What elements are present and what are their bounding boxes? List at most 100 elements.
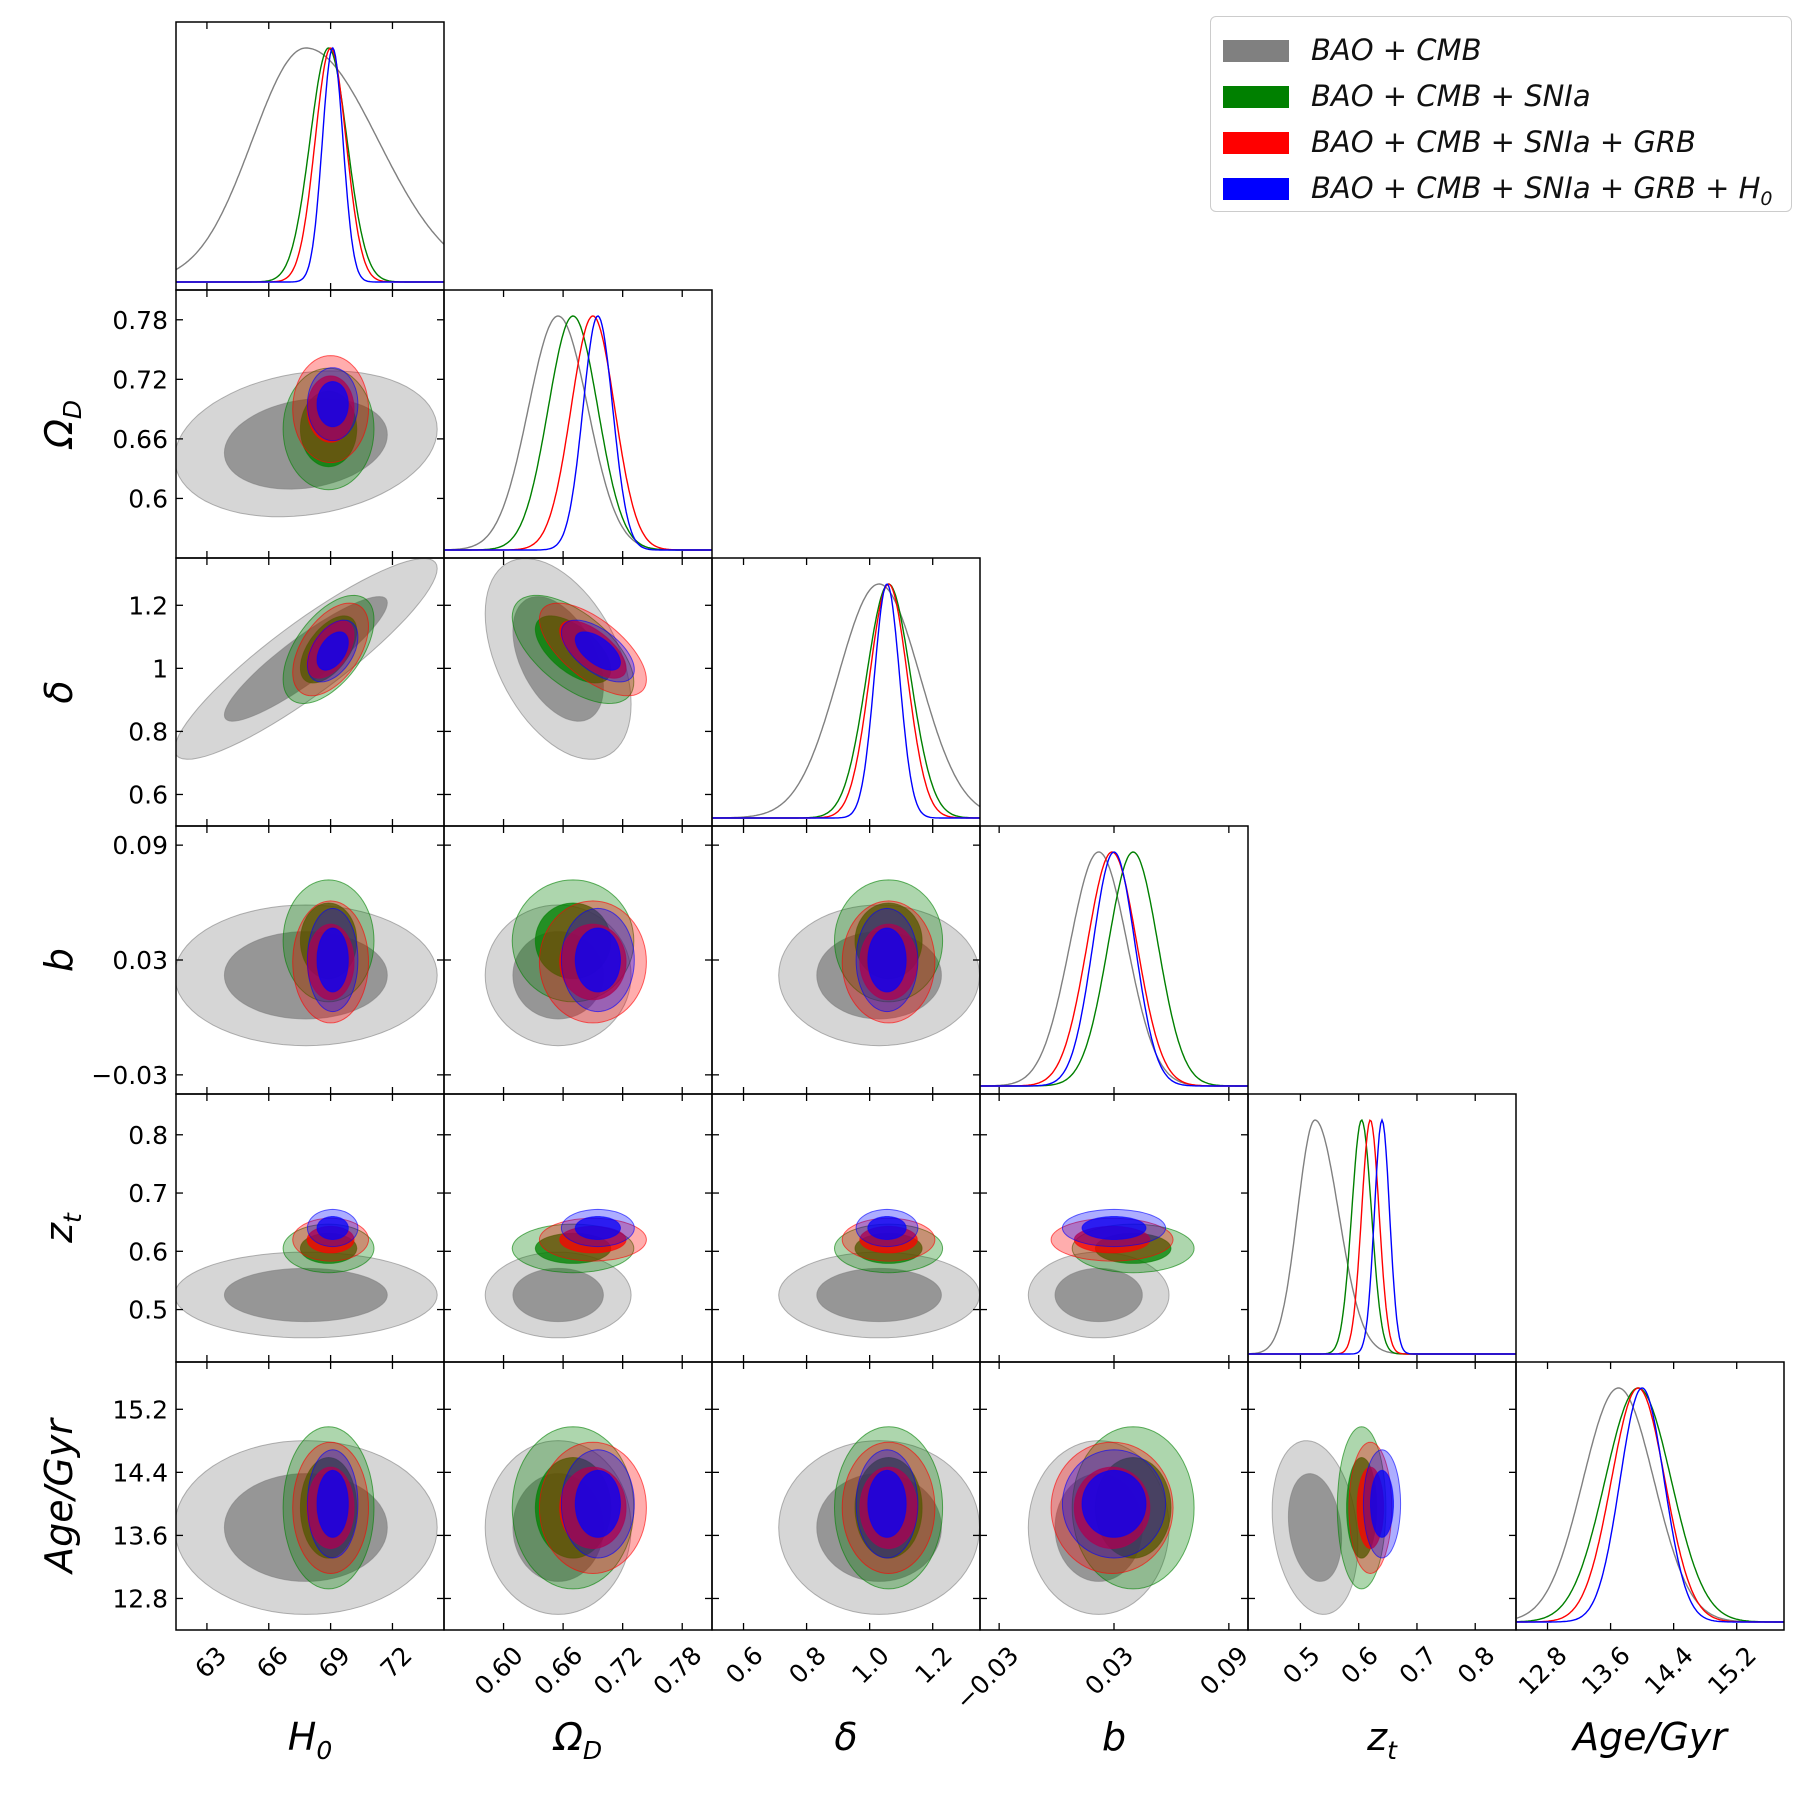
contour-panel-1-4 [443,1093,713,1363]
y-tick-label: −0.03 [91,1061,168,1090]
y-tick-label: 0.09 [112,831,168,860]
marginal-curve-3 [1248,1117,1516,1355]
legend-entry: BAO + CMB + SNIa + GRB [1211,119,1791,165]
y-tick-label: 0.6 [128,780,168,809]
contour-3-inner [316,380,349,428]
contour-3-inner [574,1469,622,1538]
contour-0-inner [1054,1267,1143,1323]
marginal-curve-3 [444,315,712,551]
y-tick-label: 1.2 [128,591,168,620]
panel-frame [979,825,1249,1095]
y-axis-title-sub: D [58,400,87,419]
y-tick-label: 0.7 [128,1179,168,1208]
contour-3-inner [867,1216,907,1240]
panel-content [444,315,712,551]
panel-content [1271,1426,1402,1615]
panel-content [484,879,647,1047]
x-tick-label: 63 [189,1641,232,1684]
diagonal-panel-3 [979,825,1249,1095]
contour-0-inner [223,1267,388,1323]
x-tick-label: 0.6 [720,1641,769,1690]
x-tick-label: 69 [313,1641,356,1684]
y-tick-label: 13.6 [112,1521,168,1550]
y-axis-title: ΩD [37,400,87,450]
panel-content [1516,1387,1784,1623]
legend-entry: BAO + CMB + SNIa [1211,73,1791,119]
legend-label: BAO + CMB + SNIa + GRB + H0 [1311,171,1773,210]
diagonal-panel-4 [1247,1093,1517,1363]
y-tick-label: 0.72 [112,365,168,394]
contour-3-inner [316,927,349,993]
panel-frame [443,289,713,559]
legend-swatch-bao-cmb-snia [1223,86,1289,108]
contour-3-inner [867,927,907,993]
x-axis-title: zt [1366,1715,1398,1765]
x-tick-label: 14.4 [1639,1641,1699,1701]
panel-content [176,1208,438,1339]
x-axis-title: b [1102,1715,1126,1759]
x-tick-label: 0.09 [1194,1641,1254,1701]
x-tick-label: 0.78 [648,1641,708,1701]
x-axis-title: H0 [288,1715,332,1765]
marginal-curve-1 [176,47,444,283]
x-tick-label: 12.8 [1513,1641,1573,1701]
marginal-curve-1 [712,583,980,819]
contour-3-inner [574,1216,622,1240]
contour-3-inner [574,631,622,671]
x-tick-label: 15.2 [1702,1641,1762,1701]
marginal-curve-3 [176,46,444,283]
contour-panel-0-1 [175,289,445,559]
y-tick-label: 15.2 [112,1395,168,1424]
contour-3-inner [867,1469,907,1538]
y-axis-title: Age/Gyr [37,1417,81,1576]
marginal-curve-2 [176,47,444,283]
marginal-curve-1 [1248,1118,1516,1355]
contour-3-inner [1370,1469,1394,1538]
legend-label: BAO + CMB + SNIa + GRB [1311,125,1696,159]
legend: BAO + CMB BAO + CMB + SNIa BAO + CMB + S… [1210,16,1792,212]
x-tick-label: 1.2 [909,1641,958,1690]
contour-panel-0-3 [175,825,445,1095]
y-tick-label: 0.6 [128,1237,168,1266]
contour-panel-0-4 [175,1093,445,1363]
x-axis-title-sub: t [1387,1736,1398,1765]
x-axis-title-sub: D [583,1736,602,1765]
marginal-curve-1 [1516,1387,1784,1623]
y-axis-title-sub: t [58,1212,87,1223]
x-tick-label: 0.66 [528,1641,588,1701]
panel-frame [175,21,445,291]
marginal-curve-2 [980,851,1248,1087]
marginal-curve-0 [1248,1119,1516,1355]
panel-content [980,851,1248,1087]
x-tick-label: 1.0 [846,1641,895,1690]
x-tick-label: 72 [375,1641,418,1684]
legend-label: BAO + CMB [1311,33,1482,67]
y-tick-label: 0.8 [128,1121,168,1150]
legend-entry: BAO + CMB [1211,27,1791,73]
legend-swatch-bao-cmb-snia-grb [1223,132,1289,154]
panel-content [484,1426,647,1615]
x-tick-label: 66 [251,1641,294,1684]
x-tick-label: 0.72 [588,1641,648,1701]
panel-content [176,879,438,1047]
y-tick-label: 0.03 [112,946,168,975]
panel-content [778,1426,980,1615]
contour-panel-0-5 [175,1361,445,1631]
panel-content [484,558,647,760]
y-axis-title: zt [37,1212,87,1244]
x-axis-title: ΩD [552,1715,602,1765]
diagonal-panel-5 [1515,1361,1785,1631]
contour-panel-1-2 [443,557,713,827]
contour-panel-1-5 [443,1361,713,1631]
marginal-curve-2 [444,315,712,551]
y-tick-label: 0.6 [128,484,168,513]
x-axis-title: Age/Gyr [1570,1715,1729,1759]
marginal-curve-0 [980,851,1248,1087]
legend-entry: BAO + CMB + SNIa + GRB + H0 [1211,165,1791,211]
contour-panel-0-2 [175,557,445,827]
y-tick-label: 1 [152,654,168,683]
marginal-curve-3 [1516,1387,1784,1623]
marginal-curve-3 [980,851,1248,1087]
x-tick-label: −0.03 [950,1641,1025,1716]
panel-frame [1515,1361,1785,1631]
